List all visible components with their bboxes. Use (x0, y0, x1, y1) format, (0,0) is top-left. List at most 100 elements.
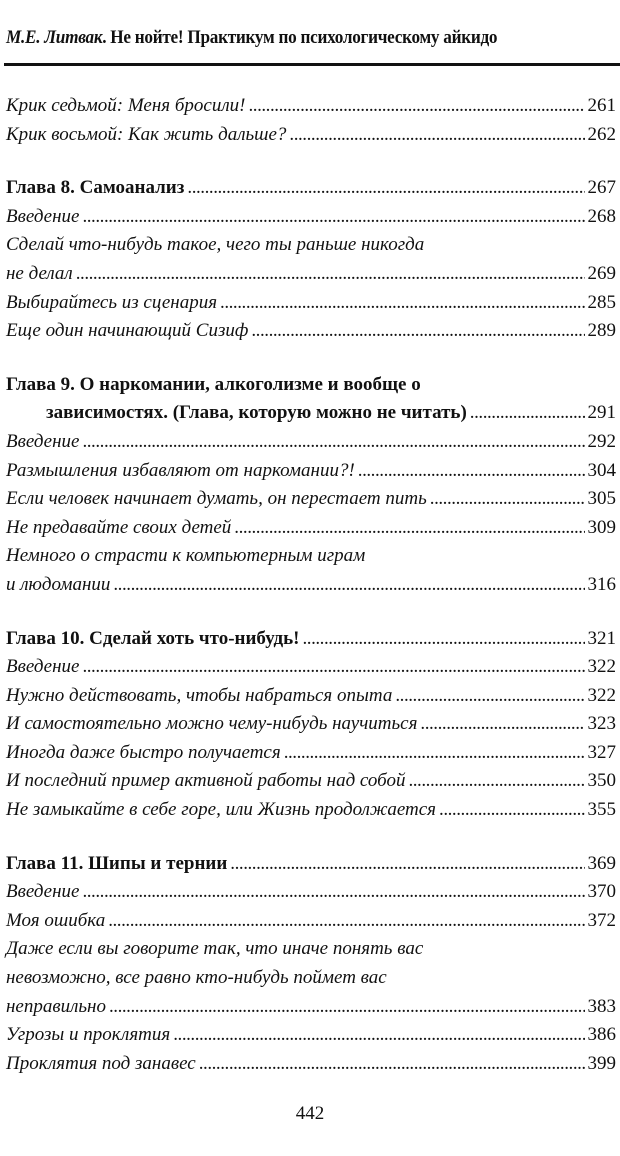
toc-section-entry[interactable]: Введение 292 (6, 428, 616, 457)
entry-title-text: и людомании (6, 573, 111, 595)
dot-leader (470, 399, 585, 428)
header-title: . Не нойте! Практикум по психологическом… (102, 28, 498, 48)
toc-chapter-entry[interactable]: Глава 9. О наркомании, алкоголизме и воо… (6, 371, 616, 428)
dot-leader (108, 907, 584, 936)
entry-title-text: Крик восьмой: Как жить дальше? (6, 123, 287, 145)
entry-line: И самостоятельно можно чему-нибудь научи… (6, 710, 616, 739)
entry-page-number: 289 (587, 320, 617, 342)
dot-leader (420, 710, 584, 739)
dot-leader (109, 993, 585, 1022)
toc-section-entry[interactable]: Немного о страсти к компьютерным играм и … (6, 542, 616, 599)
entry-line: Иногда даже быстро получается 327 (6, 739, 616, 768)
toc-chapter-entry[interactable]: Глава 10. Сделай хоть что-нибудь! 321 (6, 625, 616, 654)
entry-line: зависимостях. (Глава, которую можно не ч… (6, 399, 616, 428)
entry-line: Еще один начинающий Сизиф 289 (6, 317, 616, 346)
entry-title-text: Моя ошибка (6, 909, 106, 931)
toc-section-entry[interactable]: Моя ошибка 372 (6, 907, 616, 936)
toc-section-entry[interactable]: Выбирайтесь из сценария 285 (6, 289, 616, 318)
toc-chapter-entry[interactable]: Глава 11. Шипы и тернии 369 (6, 850, 616, 879)
entry-line: Введение 370 (6, 878, 616, 907)
page-number: 442 (295, 1103, 325, 1124)
dot-leader (187, 174, 584, 203)
entry-page-number: 327 (587, 741, 617, 763)
toc-group: Глава 11. Шипы и тернии 369 Введение 370 Моя… (6, 850, 616, 1079)
entry-line: Глава 8. Самоанализ 267 (6, 174, 616, 203)
toc-section-entry[interactable]: И самостоятельно можно чему-нибудь научи… (6, 710, 616, 739)
dot-leader (82, 878, 584, 907)
entry-line: Моя ошибка 372 (6, 907, 616, 936)
toc-section-entry[interactable]: Крик седьмой: Меня бросили! 261 (6, 92, 616, 121)
entry-line: и людомании 316 (6, 571, 616, 600)
entry-line: Угрозы и проклятия 386 (6, 1021, 616, 1050)
toc-section-entry[interactable]: Не замыкайте в себе горе, или Жизнь прод… (6, 796, 616, 825)
entry-title-text: Глава 10. Сделай хоть что-нибудь! (6, 627, 300, 649)
entry-title-text: Глава 8. Самоанализ (6, 177, 185, 199)
entry-line: Глава 11. Шипы и тернии 369 (6, 850, 616, 879)
toc-section-entry[interactable]: Угрозы и проклятия 386 (6, 1021, 616, 1050)
entry-page-number: 304 (587, 459, 617, 481)
toc-section-entry[interactable]: Размышления избавляют от наркомании?! 304 (6, 457, 616, 486)
dot-leader (82, 203, 584, 232)
entry-line: Не предавайте своих детей 309 (6, 514, 616, 543)
toc-section-entry[interactable]: Сделай что-нибудь такое, чего ты раньше … (6, 231, 616, 288)
entry-page-number: 369 (587, 852, 617, 874)
toc-section-entry[interactable]: И последний пример активной работы над с… (6, 767, 616, 796)
entry-title-text: Размышления избавляют от наркомании?! (6, 459, 355, 481)
entry-title-text: Угрозы и проклятия (6, 1024, 171, 1046)
dot-leader (395, 682, 584, 711)
entry-title-text: Введение (6, 881, 80, 903)
entry-title-text: Нужно действовать, чтобы набраться опыта (6, 684, 393, 706)
dot-leader (76, 260, 585, 289)
entry-page-number: 267 (587, 177, 617, 199)
toc-section-entry[interactable]: Проклятия под занавес 399 (6, 1050, 616, 1079)
toc-section-entry[interactable]: Нужно действовать, чтобы набраться опыта… (6, 682, 616, 711)
header-rule (4, 63, 620, 66)
toc-group: Крик седьмой: Меня бросили! 261 Крик восьм… (6, 92, 616, 149)
entry-page-number: 321 (587, 627, 617, 649)
entry-title-text: Иногда даже быстро получается (6, 741, 281, 763)
entry-line: Крик восьмой: Как жить дальше? 262 (6, 121, 616, 150)
toc-section-entry[interactable]: Введение 370 (6, 878, 616, 907)
entry-line: Размышления избавляют от наркомании?! 304 (6, 457, 616, 486)
toc-section-entry[interactable]: Если человек начинает думать, он переста… (6, 485, 616, 514)
entry-page-number: 355 (587, 799, 617, 821)
toc-section-entry[interactable]: Иногда даже быстро получается 327 (6, 739, 616, 768)
toc-section-entry[interactable]: Крик восьмой: Как жить дальше? 262 (6, 121, 616, 150)
toc-section-entry[interactable]: Не предавайте своих детей 309 (6, 514, 616, 543)
toc-section-entry[interactable]: Еще один начинающий Сизиф 289 (6, 317, 616, 346)
dot-leader (230, 850, 584, 879)
entry-page-number: 386 (587, 1024, 617, 1046)
running-header: М.Е. Литвак. Не нойте! Практикум по псих… (6, 28, 573, 49)
entry-title-text: И последний пример активной работы над с… (6, 770, 406, 792)
entry-title-text: зависимостях. (Глава, которую можно не ч… (46, 402, 467, 424)
entry-page-number: 269 (587, 262, 617, 284)
entry-page-number: 261 (587, 95, 617, 116)
dot-leader (289, 121, 584, 150)
entry-line: Не замыкайте в себе горе, или Жизнь прод… (6, 796, 616, 825)
entry-title-text: Не замыкайте в себе горе, или Жизнь прод… (6, 799, 437, 821)
entry-page-number: 370 (587, 881, 617, 903)
toc-group: Глава 8. Самоанализ 267 Введение 268 Сделай … (6, 174, 616, 346)
dot-leader (358, 457, 585, 486)
dot-leader (199, 1050, 585, 1079)
entry-line: невозможно, все равно кто-нибудь поймет … (6, 964, 616, 993)
dot-leader (82, 428, 584, 457)
entry-title-text: Немного о страсти к компьютерным играм (6, 545, 366, 567)
entry-title-text: Введение (6, 430, 80, 452)
toc-section-entry[interactable]: Введение 268 (6, 203, 616, 232)
toc-chapter-entry[interactable]: Глава 8. Самоанализ 267 (6, 174, 616, 203)
entry-title-text: Еще один начинающий Сизиф (6, 320, 249, 342)
entry-line: Введение 322 (6, 653, 616, 682)
dot-leader (251, 317, 584, 346)
entry-title-text: Введение (6, 656, 80, 678)
entry-page-number: 305 (587, 488, 617, 510)
entry-title-text: И самостоятельно можно чему-нибудь научи… (6, 713, 418, 735)
entry-line: неправильно 383 (6, 993, 616, 1022)
toc-section-entry[interactable]: Введение 322 (6, 653, 616, 682)
entry-line: Глава 10. Сделай хоть что-нибудь! 321 (6, 625, 616, 654)
entry-line: Крик седьмой: Меня бросили! 261 (6, 92, 616, 121)
entry-title-text: Глава 11. Шипы и тернии (6, 852, 228, 874)
toc-section-entry[interactable]: Даже если вы говорите так, что иначе пон… (6, 935, 616, 1021)
dot-leader (439, 796, 584, 825)
entry-page-number: 285 (587, 291, 617, 313)
